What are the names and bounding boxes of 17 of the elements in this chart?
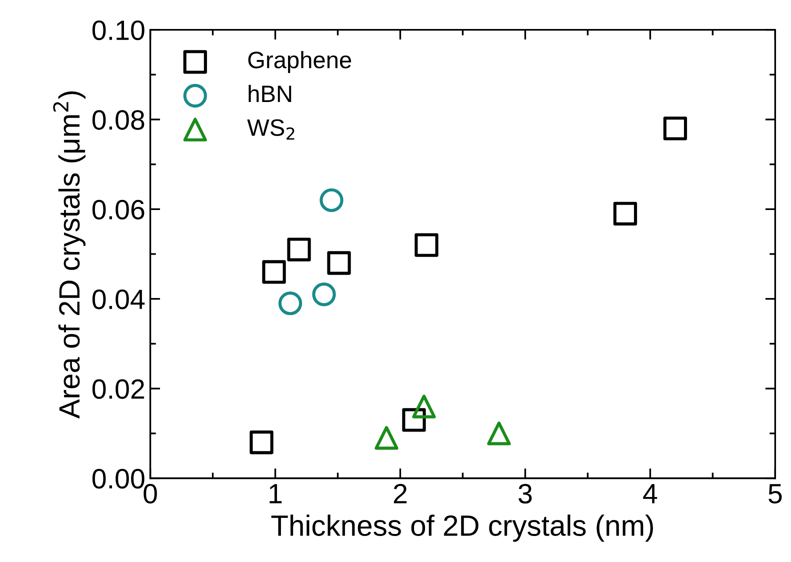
y-tick-label: 0.10 bbox=[92, 20, 144, 40]
legend-label: hBN bbox=[248, 84, 292, 102]
y-tick-label: 0.00 bbox=[92, 468, 144, 489]
x-tick-label: 3 bbox=[518, 484, 532, 504]
y-tick-label: 0.06 bbox=[92, 200, 144, 220]
y-tick-label: 0.08 bbox=[92, 110, 144, 130]
legend-label: WS$_{2}$ bbox=[247, 119, 294, 140]
x-tick-label: 1 bbox=[270, 484, 282, 504]
y-tick-label: 0.02 bbox=[92, 379, 144, 399]
x-axis-title: Thickness of 2D crystals (nm) bbox=[271, 514, 653, 542]
legend-label: Graphene bbox=[248, 51, 352, 74]
y-axis-title: Area of 2D crystals (μm$^{2}$) bbox=[53, 91, 86, 419]
x-tick-label: 2 bbox=[394, 484, 407, 504]
x-tick-label: 0 bbox=[144, 484, 157, 504]
x-tick-label: 4 bbox=[643, 484, 658, 504]
y-tick-label: 0.04 bbox=[92, 290, 145, 310]
x-tick-label: 5 bbox=[768, 484, 782, 504]
